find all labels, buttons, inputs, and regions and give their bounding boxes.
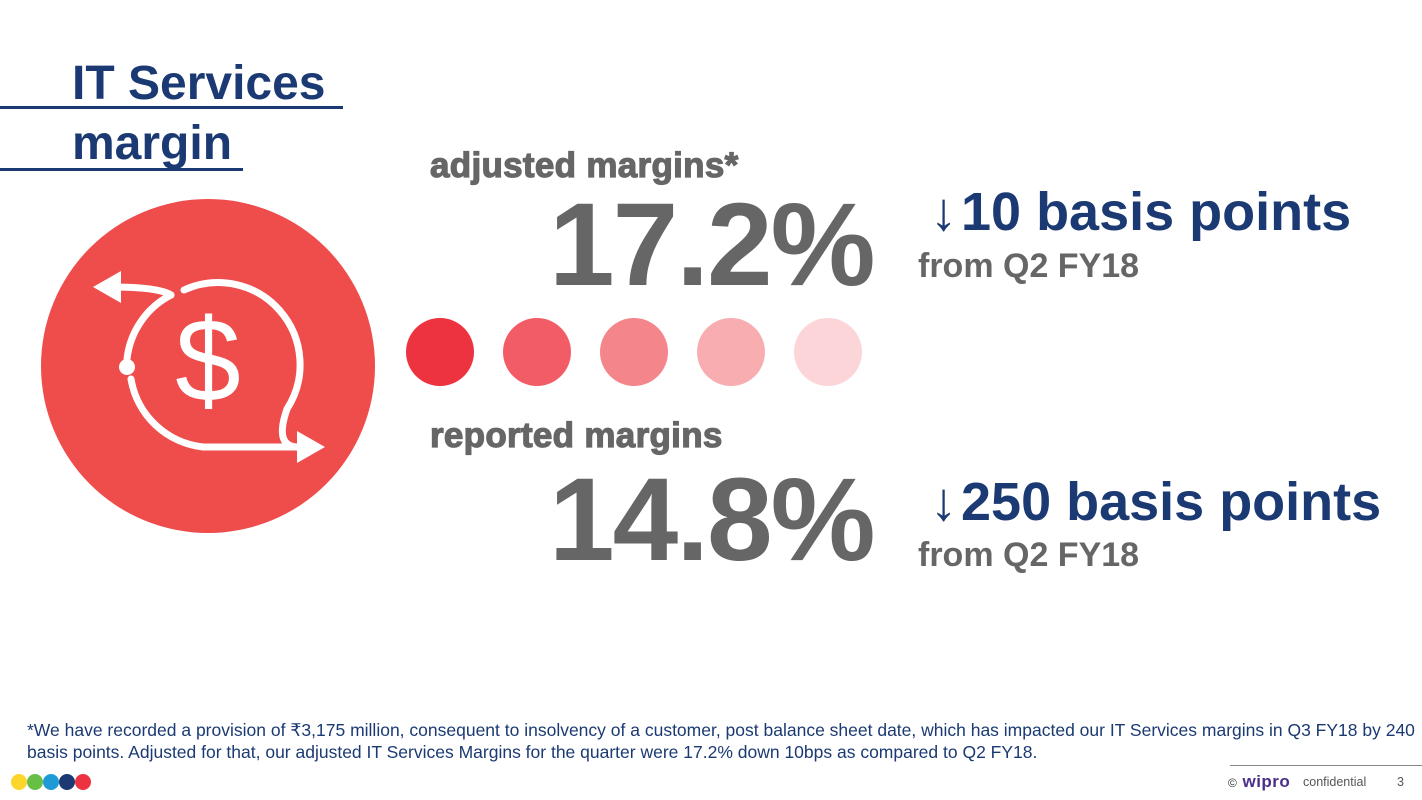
brand-dot [11,774,27,790]
adjusted-delta: ↓10 basis points [930,182,1351,242]
adjusted-from-text: from Q2 FY18 [918,247,1140,285]
brand-dot [59,774,75,790]
footnote: *We have recorded a provision of ₹3,175 … [27,720,1415,762]
dollar-cycle-icon: $ [41,199,375,533]
brand-dot [75,774,91,790]
reported-delta: ↓250 basis points [930,472,1381,532]
reported-margin-value: 14.8% [549,454,876,586]
brand-dot [27,774,43,790]
separator-dot [697,318,765,386]
separator-dot [503,318,571,386]
brand-logo: © wipro [1228,772,1290,792]
adjusted-delta-text: 10 basis points [961,182,1352,242]
adjusted-margins-label: adjusted margins* [429,145,739,185]
separator-dot [406,318,474,386]
confidential-label: confidential [1303,775,1367,789]
footer-divider [1230,765,1422,766]
svg-text:$: $ [175,295,241,427]
page-title: IT Services margin [72,54,326,174]
brand-dot [43,774,59,790]
title-line-2: margin [72,117,233,170]
copyright-symbol: © [1228,776,1237,790]
title-underline-2 [0,168,243,171]
title-line-1: IT Services [72,57,326,110]
reported-delta-text: 250 basis points [961,472,1382,532]
separator-dot [600,318,668,386]
title-underline-1 [0,106,343,109]
down-arrow-icon: ↓ [930,182,957,242]
down-arrow-icon: ↓ [930,472,957,532]
reported-margins-label: reported margins [429,415,723,455]
page-number: 3 [1397,775,1404,789]
reported-from-text: from Q2 FY18 [918,536,1140,574]
wipro-logo: wipro [1242,772,1291,791]
separator-dot [794,318,862,386]
adjusted-margin-value: 17.2% [549,179,876,311]
